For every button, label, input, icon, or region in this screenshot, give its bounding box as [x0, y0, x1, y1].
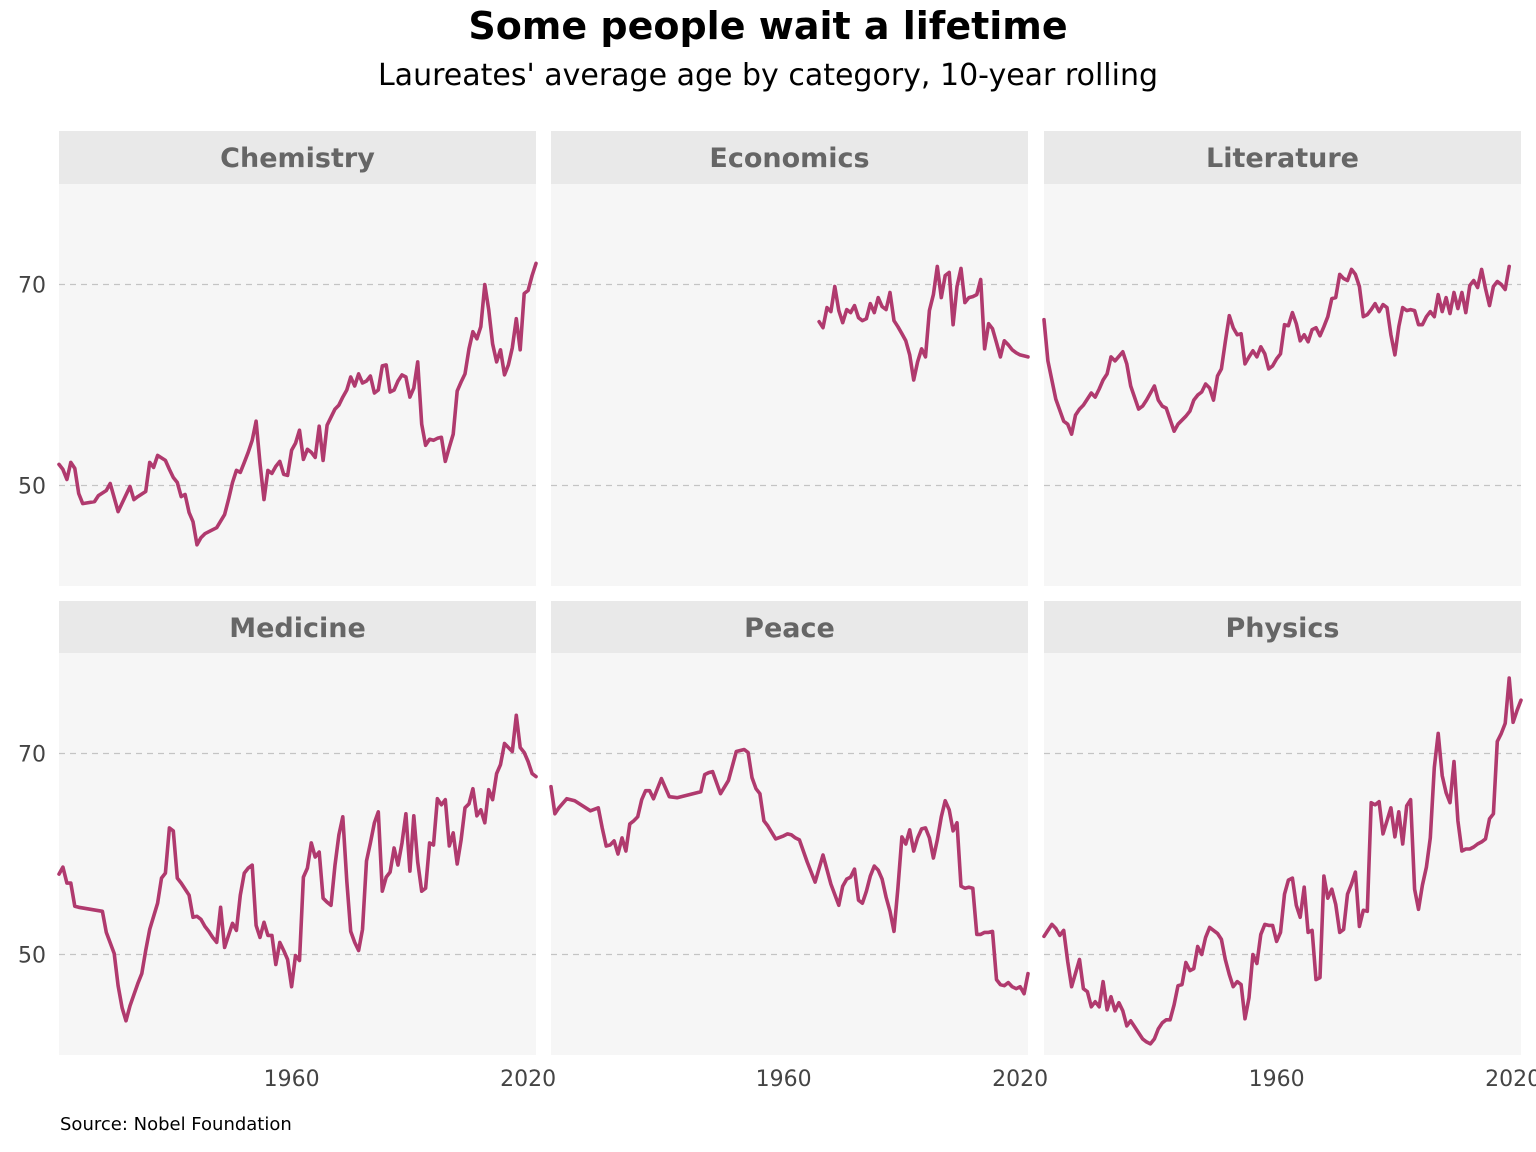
panel-background-chemistry	[59, 184, 536, 586]
x-tick-label: 2020	[992, 1067, 1048, 1092]
facet-strip-medicine	[59, 601, 536, 653]
facet-strip-literature	[1044, 131, 1521, 184]
facet-strip-chemistry	[59, 131, 536, 184]
panel-background-peace	[551, 653, 1028, 1055]
series-line-chemistry	[57, 261, 538, 547]
facet-label-literature: Literature	[1206, 143, 1359, 174]
source-note: Source: Nobel Foundation	[60, 1114, 292, 1135]
facet-label-chemistry: Chemistry	[220, 143, 375, 174]
series-line-literature	[1042, 264, 1511, 436]
series-line-medicine	[57, 713, 538, 1023]
panel-background-literature	[1044, 184, 1521, 586]
x-tick-label: 2020	[500, 1067, 556, 1092]
facet-label-economics: Economics	[709, 143, 869, 174]
x-tick-label: 1960	[1249, 1067, 1305, 1092]
facet-label-peace: Peace	[744, 613, 835, 644]
facet-strip-peace	[551, 601, 1028, 653]
panel-background-medicine	[59, 653, 536, 1055]
x-tick-label: 1960	[264, 1067, 320, 1092]
x-tick-label: 2020	[1485, 1067, 1536, 1092]
y-tick-label: 50	[18, 944, 46, 969]
y-tick-label: 70	[18, 743, 46, 768]
series-line-economics	[817, 264, 1030, 382]
facet-strip-economics	[551, 131, 1028, 184]
chart-subtitle: Laureates' average age by category, 10-y…	[377, 58, 1159, 93]
panel-background-economics	[551, 184, 1028, 586]
facet-label-medicine: Medicine	[229, 613, 366, 644]
y-tick-label: 70	[18, 274, 46, 299]
x-tick-label: 1960	[756, 1067, 812, 1092]
facet-label-physics: Physics	[1225, 613, 1339, 644]
facet-strip-physics	[1044, 601, 1521, 653]
series-line-peace	[549, 747, 1030, 996]
y-tick-label: 50	[18, 475, 46, 500]
chart-title: Some people wait a lifetime	[468, 4, 1068, 48]
panel-background-physics	[1044, 653, 1521, 1055]
series-line-physics	[1042, 676, 1523, 1046]
